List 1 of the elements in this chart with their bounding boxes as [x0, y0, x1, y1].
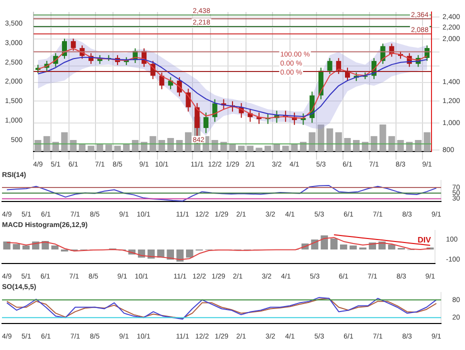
annotation: DIV: [418, 235, 432, 244]
